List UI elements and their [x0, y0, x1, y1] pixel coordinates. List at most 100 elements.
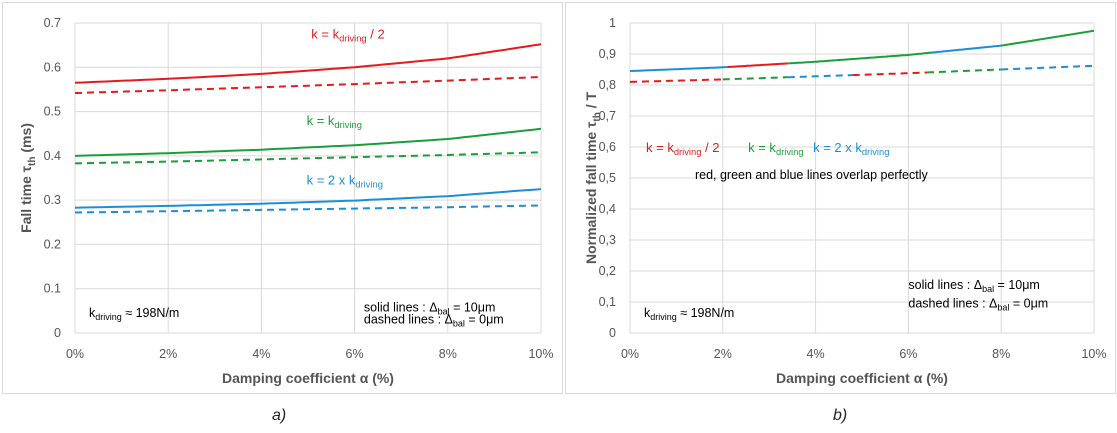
caption-a: a) [272, 407, 287, 424]
legend-solid-value-a: : Δ [419, 300, 438, 314]
dashed-series-segment-3 [852, 71, 927, 77]
legend-solid: solid lines : Δbal = 10μm [364, 300, 495, 316]
kdriving-note: kdriving ≈ 198N/m [644, 306, 734, 322]
series-label-2-main: k = 2 x k [307, 173, 356, 188]
legend-dashed-value-a: : Δ [979, 297, 998, 311]
series-line-2 [74, 127, 542, 157]
chart-b: 00,10,20,30,40,50,60,70,80,910% 2% 4% 6% 8% 1… [583, 16, 1107, 386]
key-label-1: k = kdriving [748, 140, 803, 157]
dashed-series-segment-2 [787, 74, 853, 79]
chart-a: 0 0.1 0.2 0.3 0.4 0.5 0.6 0.7 0% 2% 4% 6% 8% 10% Dampi… [18, 16, 554, 386]
solid-series-segment-0 [629, 66, 728, 73]
key-label-2-main: k = 2 x k [813, 140, 862, 155]
x-tick-label: 8% [439, 347, 457, 361]
x-axis-title: Damping coefficient α (%) [222, 370, 394, 386]
y-tick-label: 0,2 [599, 264, 616, 278]
y-tick-label: 0,3 [599, 233, 616, 247]
x-tick-label: 0% [66, 347, 84, 361]
legend-dashed: dashed lines : Δbal = 0μm [364, 313, 504, 329]
y-tick-label: 0.3 [44, 193, 61, 207]
chart-panel-a: 0 0.1 0.2 0.3 0.4 0.5 0.6 0.7 0% 2% 4% 6% 8% 10% Dampi… [2, 2, 563, 394]
x-axis-title: Damping coefficient α (%) [776, 370, 948, 386]
series-line-0 [74, 43, 542, 84]
y-title-post: / T [583, 92, 599, 113]
solid-series-segment-3 [931, 44, 1002, 54]
legend-dashed-value-a: : Δ [434, 313, 453, 327]
series-line-1 [74, 76, 542, 94]
y-tick-label: 0,4 [599, 202, 616, 216]
y-tick-label: 0.2 [44, 237, 61, 251]
y-tick-label: 0,8 [599, 78, 616, 92]
legend-dashed-value-b: = 0μm [465, 313, 504, 327]
series-label-1: k = kdriving [307, 113, 362, 130]
dashed-series-segment-5 [1001, 64, 1094, 71]
x-tick-label: 10% [528, 347, 553, 361]
legend-solid-label: solid lines [364, 300, 419, 314]
y-tick-label: 0,5 [599, 171, 616, 185]
legend-solid-value-sub: bal [438, 306, 450, 316]
dashed-series-segment-1 [722, 76, 788, 81]
legend-dashed-label: dashed lines [364, 313, 434, 327]
key-label-1-sub: driving [776, 147, 804, 157]
legend-solid-value-sub: bal [982, 284, 994, 294]
legend-solid-value-a: : Δ [963, 278, 982, 292]
legend-dashed-value-b: = 0μm [1009, 297, 1048, 311]
series-line-5 [74, 204, 542, 214]
key-label-0-main: k = k [646, 140, 674, 155]
key-label-0-tail: / 2 [701, 140, 719, 155]
series-label-0-sub: driving [339, 34, 367, 44]
x-tick-label: 6% [346, 347, 364, 361]
y-title-pre: Fall time τ [18, 165, 34, 233]
y-axis-title: Fall time τth (ms) [18, 123, 38, 233]
kdriving-note-sub: driving [95, 312, 122, 322]
y-tick-label: 0.1 [44, 282, 61, 296]
legend-dashed-value-sub: bal [997, 303, 1009, 313]
series-label-0-tail: / 2 [367, 27, 385, 42]
series-label-1-sub: driving [334, 120, 362, 130]
overlap-note: red, green and blue lines overlap perfec… [695, 168, 929, 182]
y-tick-label: 0,1 [599, 295, 616, 309]
y-axis-title-text: Fall time τth (ms) [18, 123, 38, 233]
y-title-post: (ms) [18, 123, 34, 156]
key-label-1-main: k = k [748, 140, 776, 155]
legend-solid-value-b: = 10μm [994, 278, 1040, 292]
x-tick-label: 4% [252, 347, 270, 361]
key-label-0: k = kdriving / 2 [646, 140, 719, 157]
series-label-0: k = kdriving / 2 [311, 27, 384, 44]
dashed-series-segment-4 [926, 68, 1002, 74]
y-title-sub: th [592, 112, 603, 121]
y-axis-title-text: Normalized fall time τth / T [583, 92, 603, 265]
kdriving-note-tail: ≈ 198N/m [122, 306, 180, 320]
caption-b: b) [833, 407, 848, 424]
series-label-2-sub: driving [355, 180, 383, 190]
legend-solid-label: solid lines [908, 278, 963, 292]
y-tick-label: 0.6 [44, 60, 61, 74]
x-tick-label: 6% [899, 347, 917, 361]
kdriving-note-main: k [644, 306, 651, 320]
kdriving-note-sub: driving [650, 312, 677, 322]
x-tick-label: 10% [1081, 347, 1106, 361]
y-tick-label: 0.4 [44, 149, 61, 163]
legend-solid: solid lines : Δbal = 10μm [908, 278, 1039, 294]
y-tick-label: 0 [54, 326, 61, 340]
solid-series-segment-1 [727, 62, 788, 69]
x-tick-label: 0% [621, 347, 639, 361]
series-line-4 [74, 188, 542, 209]
y-title-pre: Normalized fall time τ [583, 121, 599, 264]
y-tick-label: 1 [609, 16, 616, 30]
y-tick-label: 0,7 [599, 109, 616, 123]
key-label-2: k = 2 x kdriving [813, 140, 889, 157]
legend-solid-value-b: = 10μm [450, 300, 496, 314]
series-label-1-main: k = k [307, 113, 335, 128]
y-tick-label: 0,9 [599, 47, 616, 61]
dashed-series-segment-0 [630, 78, 723, 83]
series-label-0-main: k = k [311, 27, 339, 42]
y-tick-label: 0 [609, 326, 616, 340]
series-line-3 [74, 151, 542, 165]
key-label-2-sub: driving [862, 147, 890, 157]
legend-dashed-label: dashed lines [908, 297, 978, 311]
y-tick-label: 0.7 [44, 16, 61, 30]
y-tick-label: 0,6 [599, 140, 616, 154]
y-title-sub: th [27, 157, 38, 166]
x-axis-title-text: Damping coefficient α (%) [776, 370, 948, 386]
